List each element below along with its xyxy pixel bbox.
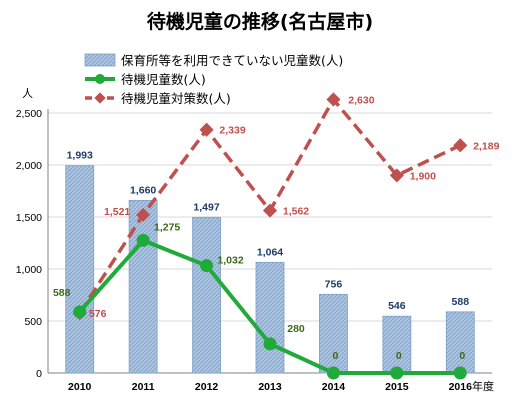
y-tick-label: 1,000 [16, 264, 42, 276]
bar-value-label: 546 [388, 300, 406, 312]
circle-marker [453, 366, 467, 380]
data-labels: 1,993 1,660 1,497 1,064 756 546 588 588 1,275 1,0… [53, 94, 500, 362]
x-tick-label: 2010 [68, 381, 92, 393]
line-value-label: 2,189 [473, 140, 499, 152]
x-axis-unit: 年度 [472, 379, 494, 393]
line-value-label: 280 [287, 323, 305, 335]
line-value-label: 0 [396, 350, 402, 362]
circle-marker [326, 366, 340, 380]
circle-marker [200, 259, 214, 273]
line-value-label: 1,275 [154, 221, 180, 233]
bar-value-label: 756 [325, 278, 343, 290]
line-value-label: 2,630 [348, 94, 374, 106]
bar-value-label: 1,497 [193, 201, 219, 213]
line-series [72, 92, 468, 380]
line-value-label: 0 [333, 350, 339, 362]
legend: 保育所等を利用できていない児童数(人) 待機児童数(人) 待機児童対策数(人) [84, 53, 343, 106]
y-tick-label: 2,000 [16, 160, 42, 172]
y-tick-label: 2,500 [16, 108, 42, 120]
diamond-marker [326, 92, 341, 107]
bar [319, 293, 348, 374]
chart-title: 待機児童の推移(名古屋市) [147, 10, 373, 33]
legend-bar-swatch [84, 53, 116, 67]
bar-value-label: 1,064 [257, 246, 283, 258]
diamond-marker [453, 138, 468, 153]
bar-series [65, 165, 475, 374]
y-axis-unit: 人 [22, 87, 33, 100]
tick-labels: 0 500 1,000 1,500 2,000 2,500 2010 2011 2012 2013… [16, 108, 472, 393]
line-value-label: 1,521 [104, 206, 130, 218]
y-tick-label: 1,500 [16, 212, 42, 224]
circle-marker [263, 337, 277, 351]
circle-marker [73, 305, 87, 319]
diamond-marker [262, 203, 278, 218]
diamond-marker [136, 207, 151, 222]
line-value-label: 2,339 [219, 125, 245, 137]
bar [192, 216, 221, 374]
x-tick-label: 2011 [132, 381, 155, 393]
line-value-label: 588 [53, 287, 71, 299]
circle-marker [390, 366, 404, 380]
y-tick-label: 500 [24, 316, 42, 328]
bar [65, 165, 95, 374]
bar [382, 315, 412, 374]
line-value-label: 1,032 [217, 255, 243, 267]
line-value-label: 0 [459, 350, 465, 362]
legend-label: 保育所等を利用できていない児童数(人) [121, 53, 343, 68]
legend-label: 待機児童対策数(人) [121, 91, 231, 106]
bar [445, 311, 475, 374]
bar [255, 261, 285, 374]
legend-diamond-marker [94, 92, 106, 104]
legend-circle-marker [95, 74, 105, 84]
circle-marker [136, 233, 150, 247]
line-value-label: 1,562 [283, 206, 309, 218]
x-tick-label: 2016 [449, 381, 473, 393]
x-tick-label: 2012 [195, 381, 219, 393]
diamond-marker [389, 168, 404, 183]
bar-value-label: 588 [452, 296, 470, 308]
line-value-label: 1,900 [410, 170, 436, 182]
bar-value-label: 1,660 [130, 184, 156, 196]
bar-value-label: 1,993 [67, 150, 93, 162]
x-tick-label: 2015 [385, 381, 409, 393]
x-tick-label: 2014 [322, 381, 346, 393]
line-value-label: 576 [89, 308, 107, 320]
legend-label: 待機児童数(人) [121, 72, 206, 87]
x-tick-label: 2013 [258, 381, 282, 393]
y-tick-label: 0 [36, 368, 42, 380]
bar [128, 199, 158, 374]
